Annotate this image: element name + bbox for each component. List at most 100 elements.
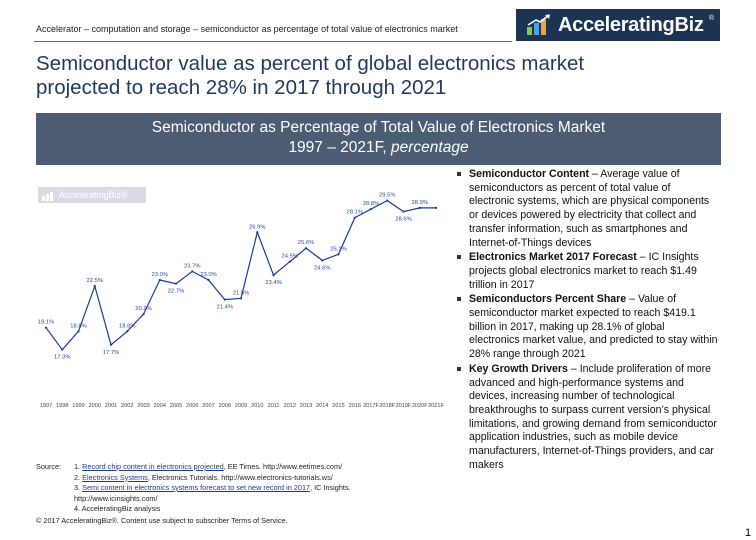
bullet-list: Semiconductor Content – Average value of… xyxy=(456,168,718,473)
x-tick-label: 2003 xyxy=(137,403,149,409)
data-label: 24.5% xyxy=(282,254,298,260)
source-line-2: 2. Electronics Systems, Electronics Tuto… xyxy=(74,473,454,484)
line-chart: 1997 1998 1999 2000 2001 2002 2003 2004 2005 2006… xyxy=(38,193,445,409)
source-3-number: 3. xyxy=(74,483,83,492)
source-line-4: 4. AcceleratingBiz analysis xyxy=(74,504,161,513)
data-point xyxy=(142,313,145,316)
logo-bars-icon xyxy=(526,14,552,36)
bullet-title: Key Growth Drivers xyxy=(469,362,568,375)
data-label: 25.1% xyxy=(330,246,346,252)
x-tick-label: 2000 xyxy=(89,403,101,409)
x-tick-label: 2015 xyxy=(332,403,344,409)
data-label: 21.4% xyxy=(217,305,233,311)
logo-text: AcceleratingBiz xyxy=(558,13,704,36)
source-line-3: 3. Semi content in electronics systems f… xyxy=(74,483,454,494)
x-tick-label: 2010 xyxy=(251,403,263,409)
x-tick-label: 2005 xyxy=(170,403,182,409)
data-label: 28.1% xyxy=(347,210,363,216)
bullet-electronics-market-forecast: Electronics Market 2017 Forecast – IC In… xyxy=(456,251,718,292)
data-point xyxy=(109,343,113,346)
data-point xyxy=(402,210,405,213)
bullet-text: – Include proliferation of more advanced… xyxy=(469,362,717,471)
data-label: 20.2% xyxy=(135,306,151,312)
x-tick-label: 2020F xyxy=(412,403,428,409)
data-label: 23.4% xyxy=(265,280,281,286)
logo: AcceleratingBiz ® xyxy=(516,9,720,41)
x-tick-label: 1998 xyxy=(56,403,68,409)
chart-subtitle-unit: percentage xyxy=(391,139,469,156)
data-point xyxy=(174,282,178,285)
source-1-number: 1. xyxy=(74,462,83,471)
x-tick-label: 2012 xyxy=(284,403,296,409)
x-tick-label: 2011 xyxy=(267,403,279,409)
data-point xyxy=(418,206,421,209)
x-tick-label: 1999 xyxy=(72,403,84,409)
x-tick-label: 2014 xyxy=(316,403,328,409)
chart-subtitle-years: 1997 – 2021F, xyxy=(288,139,391,156)
copyright-footer: © 2017 AcceleratingBiz®. Content use sub… xyxy=(36,516,288,525)
data-label: 24.6% xyxy=(314,265,330,271)
breadcrumb: Accelerator – computation and storage – … xyxy=(36,24,458,34)
source-3-link[interactable]: Semi content in electronics systems fore… xyxy=(82,483,311,492)
x-tick-label: 2017F xyxy=(363,403,379,409)
chart-subtitle: 1997 – 2021F, percentage xyxy=(36,138,721,158)
bullet-percent-share: Semiconductors Percent Share – Value of … xyxy=(456,293,718,362)
x-tick-label: 2004 xyxy=(154,403,166,409)
data-label: 28.9% xyxy=(412,200,428,206)
source-2-number: 2. xyxy=(74,472,83,482)
data-point xyxy=(191,270,194,273)
data-label: 28.8% xyxy=(363,201,379,207)
x-tick-label: 2008 xyxy=(219,403,231,409)
source-line-1: 1. Record chip content in electronics pr… xyxy=(74,462,454,473)
header-divider xyxy=(34,41,512,42)
data-label: 25.6% xyxy=(298,240,314,246)
bullet-title: Semiconductors Percent Share xyxy=(469,293,627,306)
source-2-rest: , Electronics Tutorials. http://www.elec… xyxy=(147,472,333,482)
data-point xyxy=(434,206,438,209)
x-tick-label: 2013 xyxy=(300,403,312,409)
source-line-3-url: http://www.icinsights.com/ xyxy=(74,493,158,503)
data-label: 26.9% xyxy=(249,224,265,230)
data-point xyxy=(337,253,340,256)
chart-title: Semiconductor as Percentage of Total Val… xyxy=(151,119,606,136)
source-2-link[interactable]: Electronics Systems xyxy=(82,472,148,482)
watermark-text: AcceleratingBiz® xyxy=(59,190,128,200)
watermark-logo: AcceleratingBiz® xyxy=(38,187,146,203)
data-point xyxy=(272,274,275,277)
bullet-text: – Average value of semiconductors as per… xyxy=(469,168,710,249)
x-tick-label: 2002 xyxy=(121,403,133,409)
data-point xyxy=(207,278,210,282)
data-label: 21.5% xyxy=(233,290,249,296)
x-tick-label: 2021F xyxy=(428,403,444,409)
data-label: 23.7% xyxy=(184,263,200,269)
series-line xyxy=(45,199,436,351)
x-tick-label: 2019F xyxy=(396,403,412,409)
bullet-title: Semiconductor Content xyxy=(469,168,590,180)
source-label: Source: xyxy=(36,462,62,471)
x-tick-label: 2016 xyxy=(349,403,361,409)
data-point xyxy=(256,231,259,234)
data-label: 28.6% xyxy=(395,217,411,223)
x-tick-label: 1997 xyxy=(40,403,52,409)
data-point xyxy=(44,326,48,329)
bullet-text: – Value of semiconductor market expected… xyxy=(469,293,718,361)
data-point xyxy=(239,297,243,300)
data-label: 19.1% xyxy=(38,320,54,326)
page-number: 1 xyxy=(745,527,752,539)
data-point xyxy=(353,216,356,219)
data-point xyxy=(386,199,389,202)
data-point xyxy=(288,260,291,263)
data-label: 17.7% xyxy=(103,350,119,356)
source-1-link[interactable]: Record chip content in electronics proje… xyxy=(82,462,224,471)
bullet-text: – IC Insights projects global electronic… xyxy=(469,251,699,291)
data-label: 29.5% xyxy=(379,193,395,199)
x-tick-label: 2018F xyxy=(379,403,395,409)
data-label: 22.7% xyxy=(168,289,184,295)
data-label: 18.8% xyxy=(70,323,86,329)
x-tick-label: 2006 xyxy=(186,403,198,409)
source-1-rest: , EE Times. http://www.eetimes.com/ xyxy=(223,462,343,471)
logo-registered-mark: ® xyxy=(708,15,714,22)
data-point xyxy=(304,247,308,250)
data-label: 23.0% xyxy=(200,272,216,278)
data-point xyxy=(77,330,80,333)
